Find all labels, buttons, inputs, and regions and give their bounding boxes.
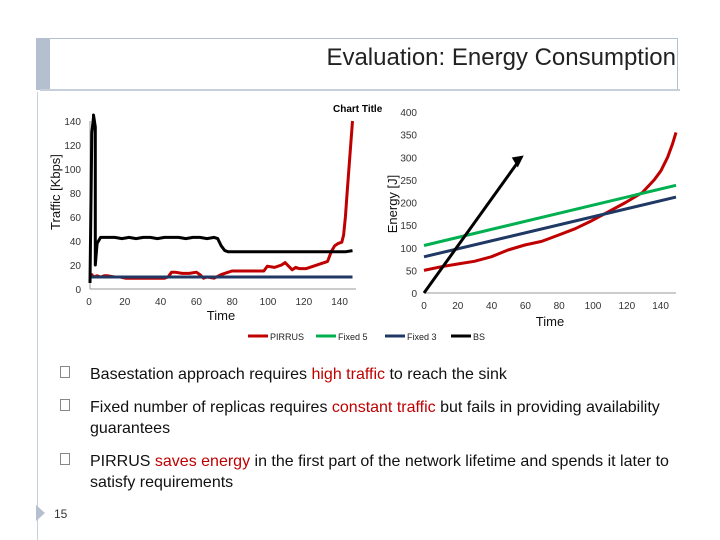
bullet-box-icon — [60, 366, 70, 378]
traffic-chart: 0 20 40 60 80 100 120 140 0 20 40 60 80 100 120 140 Time… — [48, 113, 356, 323]
series-line-bs — [422, 158, 522, 294]
x-tick-label: 0 — [421, 301, 427, 312]
page-number: 15 — [54, 507, 68, 521]
x-tick-label: 20 — [119, 297, 131, 308]
series-line-pirrus — [90, 120, 354, 280]
x-tick-label: 0 — [86, 297, 92, 308]
page-arrow-icon — [36, 505, 45, 521]
series-line-fixed-3 — [423, 195, 677, 259]
x-tick-label: 40 — [486, 301, 498, 312]
y-tick-label: 20 — [70, 261, 82, 272]
legend-label: PIRRUS — [270, 332, 304, 342]
legend-label: BS — [473, 332, 485, 342]
y-tick-label: 140 — [64, 117, 81, 128]
y-tick-label: 100 — [400, 244, 417, 255]
y-tick-label: 350 — [400, 131, 417, 142]
y-tick-label: 250 — [400, 176, 417, 187]
y-tick-label: 50 — [406, 266, 418, 277]
bullet-highlight: constant traffic — [331, 399, 436, 416]
x-tick-label: 80 — [554, 301, 566, 312]
bullet-item: PIRRUS saves energy in the first part of… — [60, 451, 700, 493]
x-tick-label: 140 — [652, 301, 669, 312]
x-tick-label: 20 — [452, 301, 464, 312]
y-tick-label: 100 — [64, 165, 81, 176]
x-tick-label: 80 — [227, 297, 239, 308]
x-tick-label: 120 — [618, 301, 635, 312]
left-rule — [37, 92, 38, 540]
y-tick-label: 150 — [400, 221, 417, 232]
bullet-item: Fixed number of replicas requires consta… — [60, 397, 700, 439]
x-tick-label: 40 — [155, 297, 167, 308]
y-tick-label: 0 — [411, 289, 417, 300]
y-tick-label: 400 — [400, 108, 417, 119]
legend-label: Fixed 3 — [407, 332, 437, 342]
bullet-text: Fixed number of replicas requires — [90, 399, 332, 416]
bullet-text: Basestation approach requires — [90, 366, 312, 383]
bullet-box-icon — [60, 453, 70, 465]
x-tick-label: 140 — [331, 297, 348, 308]
series-line-bs — [88, 113, 353, 284]
bullet-text: but fails in providing availability guar… — [90, 399, 660, 437]
y-axis-label: Traffic [Kbps] — [48, 154, 63, 230]
series-line-pirrus — [423, 131, 678, 272]
bullet-highlight: saves energy — [154, 453, 251, 470]
title-frame — [50, 38, 678, 90]
x-axis-label: Time — [536, 314, 564, 329]
x-axis-label: Time — [207, 308, 235, 323]
y-tick-label: 120 — [64, 141, 81, 152]
title-accent-bar — [36, 38, 50, 90]
series-line-fixed-5 — [423, 183, 677, 247]
y-tick-label: 300 — [400, 153, 417, 164]
y-tick-label: 200 — [400, 199, 417, 210]
x-tick-label: 100 — [260, 297, 277, 308]
bullet-box-icon — [60, 399, 70, 411]
bullet-text: PIRRUS — [90, 453, 155, 470]
x-tick-label: 60 — [191, 297, 203, 308]
energy-chart: 0 50 100 150 200 250 300 350 400 0 20 40 60 80 100 120 1… — [385, 108, 678, 329]
slide-title: Evaluation: Energy Consumption — [326, 44, 676, 71]
y-tick-label: 80 — [70, 189, 82, 200]
bullet-text: in the first part of the network lifetim… — [90, 453, 669, 491]
charts-area: 0 20 40 60 80 100 120 140 0 20 40 60 80 100 120 140 Time… — [48, 104, 678, 342]
bullet-item: Basestation approach requires high traff… — [60, 364, 700, 385]
x-tick-label: 100 — [585, 301, 602, 312]
bullet-text: to reach the sink — [385, 366, 507, 383]
bullet-highlight: high traffic — [311, 366, 385, 383]
y-tick-label: 0 — [75, 285, 81, 296]
arrow-head-icon — [511, 155, 524, 168]
bullet-list: Basestation approach requires high traff… — [60, 364, 700, 505]
y-tick-label: 60 — [70, 213, 82, 224]
y-tick-label: 40 — [70, 237, 82, 248]
title-underline — [40, 89, 680, 91]
legend-label: Fixed 5 — [338, 332, 368, 342]
x-tick-label: 60 — [520, 301, 532, 312]
chart-legend: PIRRUS Fixed 5 Fixed 3 BS — [248, 332, 485, 342]
x-tick-label: 120 — [295, 297, 312, 308]
chart-title-label: Chart Title — [333, 104, 383, 115]
y-axis-label: Energy [J] — [385, 175, 400, 234]
